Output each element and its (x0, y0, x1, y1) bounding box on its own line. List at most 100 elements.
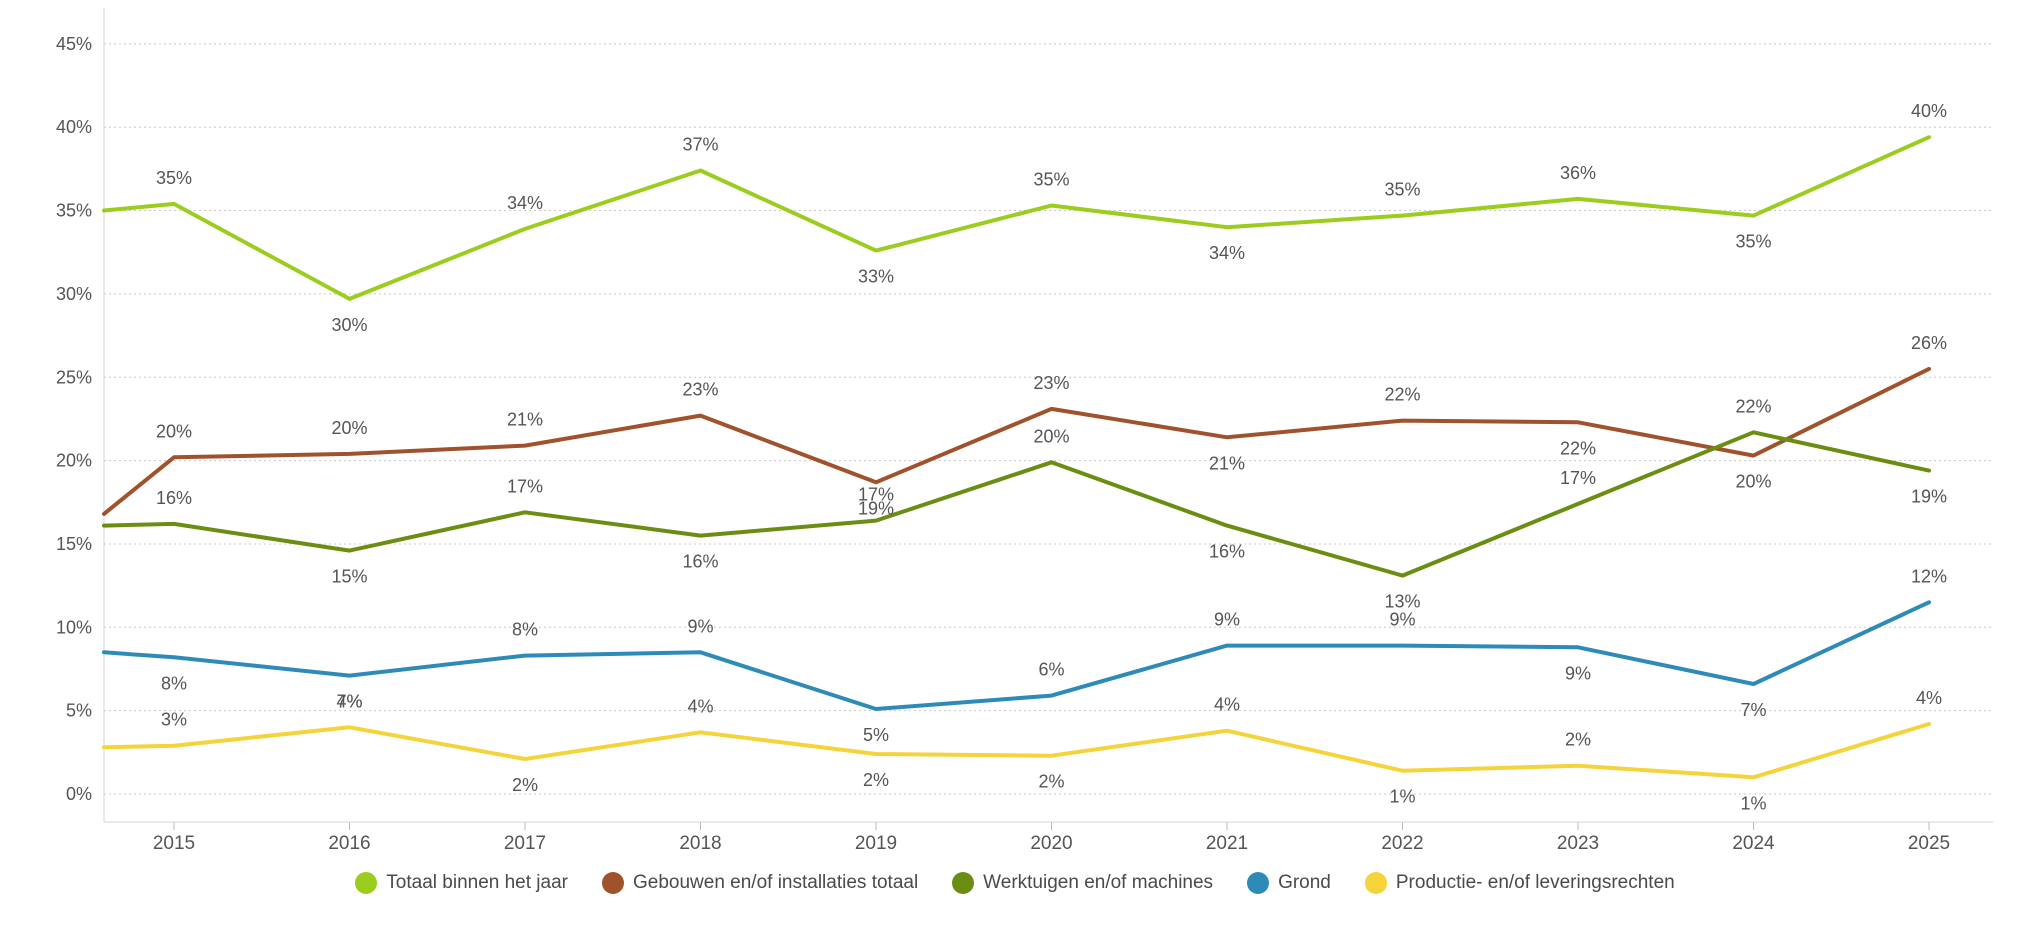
legend-swatch (952, 872, 975, 894)
x-tick-label: 2015 (153, 833, 195, 854)
data-label: 21% (507, 410, 543, 430)
data-label: 20% (156, 421, 192, 441)
data-label: 4% (687, 696, 713, 716)
data-label: 35% (1735, 232, 1771, 252)
y-tick-label: 0% (66, 784, 92, 804)
legend-item-1[interactable]: Totaal binnen het jaar (355, 872, 568, 894)
data-label: 2% (1038, 772, 1064, 792)
legend-item-4[interactable]: Grond (1247, 872, 1331, 894)
data-label: 9% (1389, 610, 1415, 630)
x-tick-label: 2022 (1381, 833, 1423, 854)
data-label: 20% (331, 418, 367, 438)
data-label: 17% (1560, 468, 1596, 488)
y-tick-label: 35% (56, 201, 92, 221)
data-label: 34% (1209, 243, 1245, 263)
legend-item-5[interactable]: Productie- en/of leveringsrechten (1364, 872, 1675, 894)
y-tick-label: 5% (66, 701, 92, 721)
x-tick-label: 2016 (328, 833, 370, 854)
legend-item-2[interactable]: Gebouwen en/of installaties totaal (601, 872, 919, 894)
data-label: 8% (512, 620, 538, 640)
data-label: 5% (863, 725, 889, 745)
data-label: 1% (1740, 793, 1766, 813)
data-label: 30% (331, 315, 367, 335)
data-label: 26% (1911, 333, 1947, 353)
data-label: 34% (507, 193, 543, 213)
legend: Totaal binnen het jaar Gebouwen en/of ins… (0, 872, 2030, 894)
data-label: 7% (1740, 700, 1766, 720)
y-tick-label: 20% (56, 451, 92, 471)
data-label: 4% (1916, 688, 1942, 708)
data-label: 13% (1384, 592, 1420, 612)
data-label: 17% (858, 485, 894, 505)
y-tick-label: 40% (56, 117, 92, 137)
data-label: 2% (863, 770, 889, 790)
data-label: 2% (1565, 730, 1591, 750)
legend-label: Werktuigen en/of machines (983, 872, 1214, 893)
data-label: 4% (336, 691, 362, 711)
legend-swatch (1364, 872, 1387, 894)
data-label: 22% (1735, 396, 1771, 416)
data-label: 23% (1033, 373, 1069, 393)
data-label: 35% (156, 168, 192, 188)
y-tick-label: 10% (56, 617, 92, 637)
series-line-4 (102, 600, 1931, 711)
series-line-2 (102, 366, 1931, 516)
data-label: 17% (507, 476, 543, 496)
data-label: 9% (687, 616, 713, 636)
axes: 0% 5% 10% 15% 20% 25% 30% 35% 40% 45% 2015 2016 2017… (56, 8, 1993, 854)
data-label: 23% (682, 380, 718, 400)
data-label: 16% (1209, 542, 1245, 562)
x-tick-label: 2023 (1557, 833, 1599, 854)
data-label: 6% (1038, 660, 1064, 680)
data-label: 37% (682, 135, 718, 155)
x-tick-label: 2018 (679, 833, 721, 854)
data-label: 22% (1384, 385, 1420, 405)
x-tick-label: 2021 (1206, 833, 1248, 854)
data-label: 9% (1214, 610, 1240, 630)
x-tick-label: 2017 (504, 833, 546, 854)
data-labels: 35% 30% 34% 37% 33% 35% 34% 35% 36% 35% 40% 20% 20% 2… (156, 101, 1947, 813)
data-label: 1% (1389, 787, 1415, 807)
x-tick-label: 2020 (1030, 833, 1072, 854)
data-label: 16% (682, 552, 718, 572)
data-label: 35% (1384, 180, 1420, 200)
data-label: 12% (1911, 566, 1947, 586)
data-label: 3% (161, 710, 187, 730)
y-tick-label: 15% (56, 534, 92, 554)
legend-item-3[interactable]: Werktuigen en/of machines (952, 872, 1213, 894)
legend-label: Gebouwen en/of installaties totaal (632, 872, 919, 893)
data-label: 19% (858, 498, 894, 518)
data-label: 19% (1911, 487, 1947, 507)
legend-label: Grond (1278, 872, 1331, 893)
data-label: 22% (1560, 438, 1596, 458)
data-label: 16% (156, 488, 192, 508)
x-tick-label: 2025 (1908, 833, 1950, 854)
data-label: 4% (1214, 695, 1240, 715)
data-label: 36% (1560, 163, 1596, 183)
data-label: 20% (1033, 426, 1069, 446)
y-tick-label: 45% (56, 34, 92, 54)
data-label: 15% (331, 567, 367, 587)
y-tick-label: 25% (56, 367, 92, 387)
data-label: 21% (1209, 453, 1245, 473)
data-label: 2% (512, 775, 538, 795)
data-label: 9% (1565, 663, 1591, 683)
data-label: 7% (336, 692, 362, 712)
series-lines (102, 135, 1931, 780)
x-tick-label: 2024 (1732, 833, 1775, 854)
series-line-5 (102, 722, 1931, 780)
data-label: 35% (1033, 170, 1069, 190)
legend-swatch (601, 872, 624, 894)
data-label: 40% (1911, 101, 1947, 121)
gridlines (104, 43, 1993, 795)
data-label: 20% (1735, 472, 1771, 492)
data-label: 33% (858, 267, 894, 287)
legend-label: Productie- en/of leveringsrechten (1395, 872, 1675, 893)
series-line-1 (102, 135, 1931, 301)
legend-swatch (355, 872, 378, 894)
y-tick-label: 30% (56, 284, 92, 304)
legend-swatch (1247, 872, 1270, 894)
data-label: 8% (161, 673, 187, 693)
